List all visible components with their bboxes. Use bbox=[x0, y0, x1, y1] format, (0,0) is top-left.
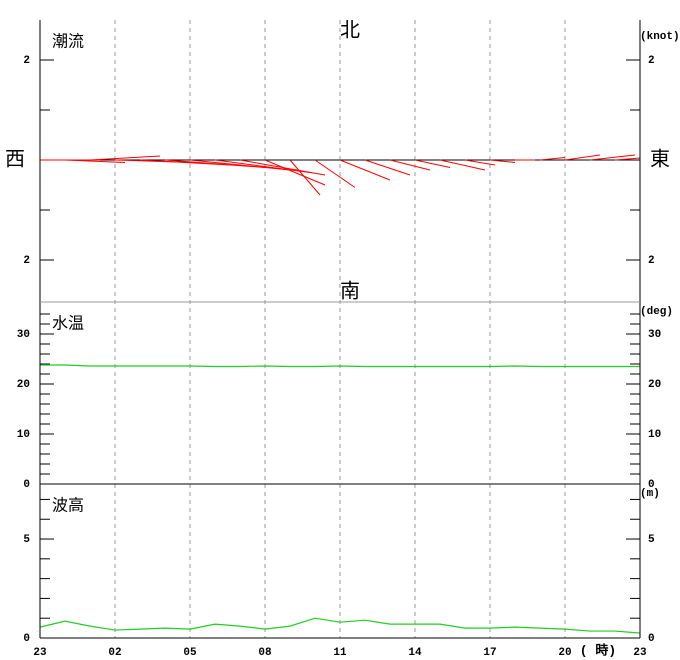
y2-tick-label: 2 bbox=[648, 55, 655, 67]
x-tick-label: 02 bbox=[108, 647, 121, 659]
current-vector bbox=[289, 159, 321, 196]
current-vector bbox=[314, 159, 356, 188]
current-vector bbox=[214, 159, 311, 173]
y-tick-label: 0 bbox=[23, 633, 30, 645]
x-tick-label: 08 bbox=[258, 647, 272, 659]
unit-label: (m) bbox=[640, 488, 660, 500]
x-tick-label: 17 bbox=[483, 647, 496, 659]
x-tick-label: 23 bbox=[633, 647, 647, 659]
y2-tick-label: 0 bbox=[648, 633, 655, 645]
y-tick-label: 5 bbox=[23, 534, 30, 546]
north-label: 北 bbox=[340, 18, 360, 42]
y-tick-label: 2 bbox=[23, 255, 30, 267]
y2-tick-label: 5 bbox=[648, 534, 655, 546]
y2-tick-label: 10 bbox=[648, 429, 661, 441]
y-tick-label: 2 bbox=[23, 55, 30, 67]
unit-label: (deg) bbox=[640, 306, 673, 318]
x-tick-label: 20 bbox=[558, 647, 571, 659]
y-tick-label: 30 bbox=[17, 329, 30, 341]
current-vector bbox=[414, 159, 451, 168]
current-vector bbox=[264, 159, 326, 186]
south-label: 南 bbox=[340, 279, 360, 303]
current-vector bbox=[589, 154, 636, 161]
current-vector bbox=[489, 159, 516, 163]
current-vector bbox=[339, 159, 391, 181]
x-tick-label: 05 bbox=[183, 647, 197, 659]
current-vector bbox=[614, 157, 640, 161]
x-tick-label: 23 bbox=[33, 647, 47, 659]
current-vector bbox=[364, 159, 411, 176]
current-vector bbox=[439, 159, 486, 171]
current-vector bbox=[564, 154, 601, 161]
data-line bbox=[39, 617, 641, 634]
unit-label: (knot) bbox=[640, 31, 680, 43]
y-tick-label: 0 bbox=[23, 479, 30, 491]
y2-tick-label: 20 bbox=[648, 379, 661, 391]
current-vector bbox=[189, 159, 291, 171]
y2-tick-label: 2 bbox=[648, 255, 655, 267]
east-label: 東 bbox=[650, 147, 670, 171]
west-label: 西 bbox=[5, 147, 25, 171]
panel-title: 波高 bbox=[52, 496, 84, 515]
panel-title: 潮流 bbox=[52, 32, 84, 51]
current-vector bbox=[539, 157, 566, 161]
y2-tick-label: 0 bbox=[648, 479, 655, 491]
current-vector bbox=[464, 159, 496, 166]
data-line bbox=[40, 364, 640, 368]
x-tick-label: 14 bbox=[408, 647, 422, 659]
current-vector bbox=[89, 155, 161, 161]
current-vector bbox=[389, 159, 431, 171]
panel-title: 水温 bbox=[52, 314, 84, 333]
current-vector bbox=[64, 159, 126, 163]
y2-tick-label: 30 bbox=[648, 329, 661, 341]
x-tick-label: 11 bbox=[333, 647, 347, 659]
y-tick-label: 10 bbox=[17, 429, 30, 441]
x-axis-label: ( 時) bbox=[580, 642, 616, 658]
y-tick-label: 20 bbox=[17, 379, 30, 391]
